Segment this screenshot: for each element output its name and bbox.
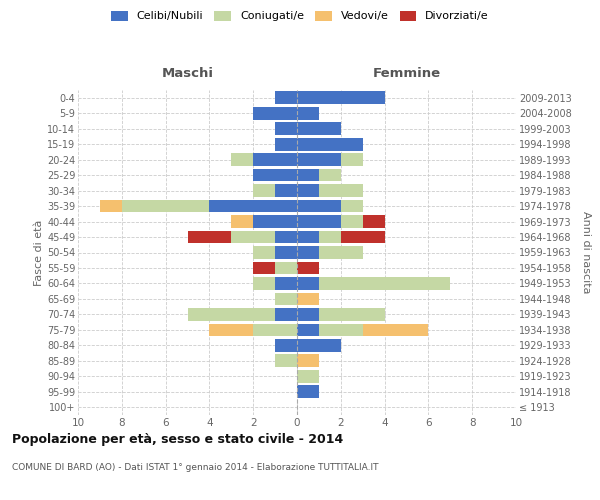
- Bar: [297, 92, 385, 104]
- Bar: [297, 324, 319, 336]
- Bar: [297, 308, 319, 321]
- Bar: [100, 200, 122, 212]
- Bar: [297, 246, 319, 259]
- Bar: [363, 215, 385, 228]
- Bar: [297, 354, 319, 367]
- Bar: [341, 200, 363, 212]
- Legend: Celibi/Nubili, Coniugati/e, Vedovi/e, Divorziati/e: Celibi/Nubili, Coniugati/e, Vedovi/e, Di…: [111, 10, 489, 22]
- Bar: [275, 262, 297, 274]
- Bar: [297, 292, 319, 306]
- Bar: [188, 230, 232, 243]
- Bar: [297, 200, 341, 212]
- Bar: [275, 308, 297, 321]
- Bar: [319, 246, 363, 259]
- Bar: [297, 184, 319, 197]
- Bar: [275, 184, 297, 197]
- Bar: [253, 107, 297, 120]
- Bar: [275, 230, 297, 243]
- Bar: [363, 324, 428, 336]
- Text: Popolazione per età, sesso e stato civile - 2014: Popolazione per età, sesso e stato civil…: [12, 432, 343, 446]
- Bar: [253, 324, 297, 336]
- Bar: [275, 277, 297, 290]
- Bar: [297, 138, 363, 150]
- Bar: [275, 122, 297, 135]
- Bar: [275, 92, 297, 104]
- Bar: [341, 154, 363, 166]
- Bar: [297, 169, 319, 181]
- Bar: [319, 169, 341, 181]
- Bar: [319, 308, 385, 321]
- Bar: [122, 200, 209, 212]
- Bar: [297, 370, 319, 382]
- Bar: [232, 154, 253, 166]
- Bar: [253, 169, 297, 181]
- Bar: [319, 230, 341, 243]
- Bar: [297, 215, 341, 228]
- Text: Femmine: Femmine: [373, 67, 440, 80]
- Y-axis label: Fasce di età: Fasce di età: [34, 220, 44, 286]
- Bar: [187, 308, 275, 321]
- Bar: [232, 215, 253, 228]
- Bar: [275, 354, 297, 367]
- Bar: [253, 262, 275, 274]
- Bar: [319, 324, 363, 336]
- Bar: [253, 277, 275, 290]
- Bar: [275, 292, 297, 306]
- Text: Maschi: Maschi: [161, 67, 214, 80]
- Bar: [341, 230, 385, 243]
- Bar: [253, 154, 297, 166]
- Bar: [341, 215, 363, 228]
- Bar: [297, 262, 319, 274]
- Bar: [297, 107, 319, 120]
- Bar: [297, 386, 319, 398]
- Text: COMUNE DI BARD (AO) - Dati ISTAT 1° gennaio 2014 - Elaborazione TUTTITALIA.IT: COMUNE DI BARD (AO) - Dati ISTAT 1° genn…: [12, 462, 379, 471]
- Bar: [297, 154, 341, 166]
- Bar: [275, 246, 297, 259]
- Bar: [297, 122, 341, 135]
- Bar: [297, 230, 319, 243]
- Bar: [275, 138, 297, 150]
- Bar: [253, 215, 297, 228]
- Bar: [319, 184, 363, 197]
- Bar: [319, 277, 451, 290]
- Bar: [209, 324, 253, 336]
- Bar: [297, 339, 341, 351]
- Bar: [253, 184, 275, 197]
- Bar: [232, 230, 275, 243]
- Bar: [297, 277, 319, 290]
- Bar: [275, 339, 297, 351]
- Y-axis label: Anni di nascita: Anni di nascita: [581, 211, 591, 294]
- Bar: [253, 246, 275, 259]
- Bar: [209, 200, 297, 212]
